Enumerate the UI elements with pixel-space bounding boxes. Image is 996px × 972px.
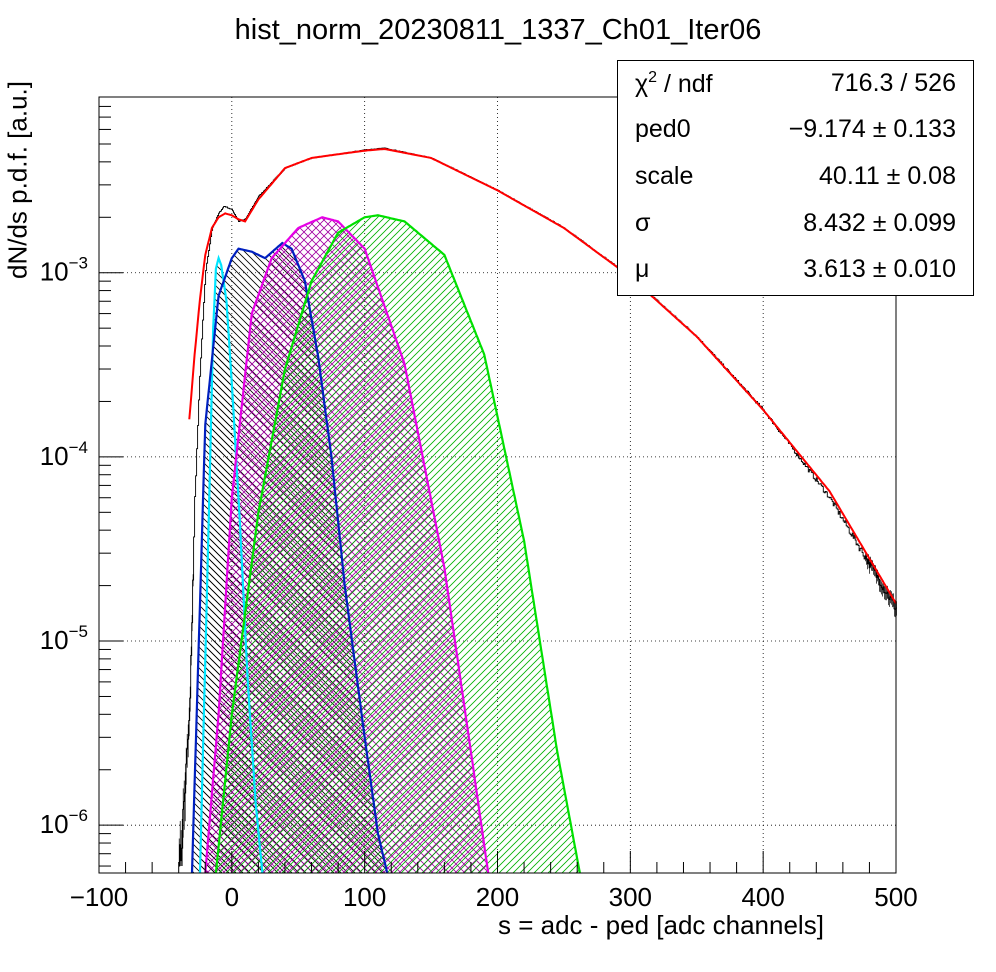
x-tick-label: 300 <box>609 882 652 912</box>
stats-row-scale: scale 40.11 ± 0.08 <box>618 154 973 200</box>
x-tick-label: 400 <box>741 882 784 912</box>
component-curve-0 <box>198 254 264 874</box>
x-axis-label: s = adc - ped [adc channels] <box>498 910 824 940</box>
stats-box: χ2 / ndf 716.3 / 526 ped0 −9.174 ± 0.133… <box>617 60 974 296</box>
y-tick-label: 10−5 <box>40 622 88 655</box>
stats-value: −9.174 ± 0.133 <box>788 115 956 143</box>
component-curve-3 <box>214 214 581 874</box>
component-curve-1 <box>190 241 389 874</box>
stats-row-ped0: ped0 −9.174 ± 0.133 <box>618 107 973 153</box>
y-tick-label: 10−4 <box>40 438 88 471</box>
x-tick-label: 200 <box>476 882 519 912</box>
x-tick-label: −100 <box>70 882 129 912</box>
fit-curves <box>188 147 897 874</box>
stats-key: ped0 <box>635 115 691 143</box>
chart-title: hist_norm_20230811_1337_Ch01_Iter06 <box>234 14 762 46</box>
x-tick-label: 500 <box>874 882 917 912</box>
y-axis-label: dN/ds p.d.f. [a.u.] <box>2 81 33 279</box>
stats-key: scale <box>635 162 694 190</box>
component-curve-2 <box>204 216 490 874</box>
stats-row-mu: μ 3.613 ± 0.010 <box>618 247 973 293</box>
stats-value: 716.3 / 526 <box>830 69 956 97</box>
y-tick-label: 10−6 <box>40 806 88 839</box>
axis-ticks <box>98 105 897 873</box>
fit-curve <box>188 147 897 604</box>
stats-value: 8.432 ± 0.099 <box>803 209 956 237</box>
stats-value: 3.613 ± 0.010 <box>803 255 956 283</box>
stats-row-sigma: σ 8.432 ± 0.099 <box>618 201 973 247</box>
stats-key: μ <box>635 255 650 283</box>
stats-key: σ <box>635 209 651 237</box>
component-fills <box>191 215 580 874</box>
x-tick-label: 100 <box>343 882 386 912</box>
tick-labels: −100 0 100 200 300 400 500 10−6 10−5 10−4 10−3 <box>40 254 918 912</box>
stats-key: χ2 / ndf <box>635 69 713 98</box>
stats-row-chi2: χ2 / ndf 716.3 / 526 <box>618 61 973 107</box>
stats-value: 40.11 ± 0.08 <box>819 162 956 190</box>
y-tick-label: 10−3 <box>40 254 88 287</box>
x-tick-label: 0 <box>225 882 239 912</box>
